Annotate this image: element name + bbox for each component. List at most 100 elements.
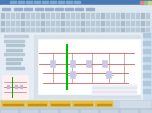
Bar (131, 22, 135, 27)
Bar (1, 22, 5, 27)
Bar (116, 29, 120, 33)
Bar (111, 29, 115, 33)
Bar (15, 85, 18, 89)
Bar (75, 8, 83, 11)
Bar (144, 2, 147, 5)
Bar (95, 101, 113, 107)
Bar (97, 104, 111, 105)
Bar (11, 22, 15, 27)
Bar (46, 29, 50, 33)
Bar (91, 29, 95, 33)
Bar (86, 8, 94, 11)
Bar (131, 29, 135, 33)
Bar (4, 54, 24, 55)
Bar (26, 2, 32, 4)
Bar (101, 29, 105, 33)
Bar (36, 29, 40, 33)
Bar (36, 22, 40, 27)
Bar (1, 29, 5, 33)
Bar (76, 22, 80, 27)
Bar (143, 65, 151, 70)
Bar (26, 101, 48, 107)
Bar (66, 22, 70, 27)
Bar (66, 14, 70, 20)
Bar (1, 101, 25, 107)
Bar (111, 14, 115, 20)
Bar (81, 22, 85, 27)
Bar (91, 14, 95, 20)
Bar (51, 29, 55, 33)
Bar (81, 29, 85, 33)
Bar (21, 29, 25, 33)
Bar (31, 14, 35, 20)
Bar (66, 2, 72, 4)
Bar (20, 85, 23, 89)
Bar (86, 61, 92, 68)
Bar (76, 29, 80, 33)
Bar (143, 73, 151, 78)
Bar (106, 14, 110, 20)
Bar (71, 22, 75, 27)
Bar (41, 29, 45, 33)
Bar (71, 29, 75, 33)
Bar (0, 13, 152, 21)
Bar (0, 28, 152, 34)
Bar (86, 29, 90, 33)
Bar (136, 29, 140, 33)
Bar (10, 2, 16, 4)
Bar (42, 2, 48, 4)
Bar (61, 14, 65, 20)
Bar (4, 36, 28, 38)
Bar (121, 29, 125, 33)
Bar (74, 104, 92, 105)
Bar (81, 14, 85, 20)
Bar (14, 8, 22, 11)
Bar (136, 14, 140, 20)
Bar (61, 29, 65, 33)
Bar (21, 22, 25, 27)
Bar (126, 22, 130, 27)
Bar (126, 29, 130, 33)
Bar (143, 50, 151, 54)
Bar (2, 8, 10, 11)
Bar (36, 14, 40, 20)
Bar (26, 14, 30, 20)
Bar (31, 22, 35, 27)
Bar (3, 76, 27, 98)
Bar (101, 109, 117, 112)
Bar (71, 14, 75, 20)
Bar (51, 14, 55, 20)
Bar (6, 29, 10, 33)
Bar (61, 109, 77, 112)
Bar (121, 109, 137, 112)
Bar (6, 67, 24, 69)
Bar (51, 104, 69, 105)
Bar (140, 2, 143, 5)
Bar (146, 22, 150, 27)
Bar (120, 101, 150, 107)
Bar (141, 14, 145, 20)
Bar (143, 34, 151, 39)
Bar (101, 22, 105, 27)
Bar (116, 14, 120, 20)
Bar (0, 34, 32, 100)
Bar (34, 36, 140, 98)
Bar (6, 62, 20, 64)
Bar (16, 22, 20, 27)
Bar (41, 109, 57, 112)
Bar (143, 81, 151, 86)
Bar (86, 22, 90, 27)
Bar (116, 22, 120, 27)
Bar (46, 14, 50, 20)
Bar (6, 58, 22, 60)
Bar (50, 61, 55, 68)
Bar (65, 8, 73, 11)
Bar (1, 14, 5, 20)
Bar (41, 22, 45, 27)
Bar (34, 36, 140, 39)
Bar (96, 22, 100, 27)
Bar (49, 101, 71, 107)
Bar (46, 22, 50, 27)
Bar (61, 22, 65, 27)
Bar (106, 22, 110, 27)
